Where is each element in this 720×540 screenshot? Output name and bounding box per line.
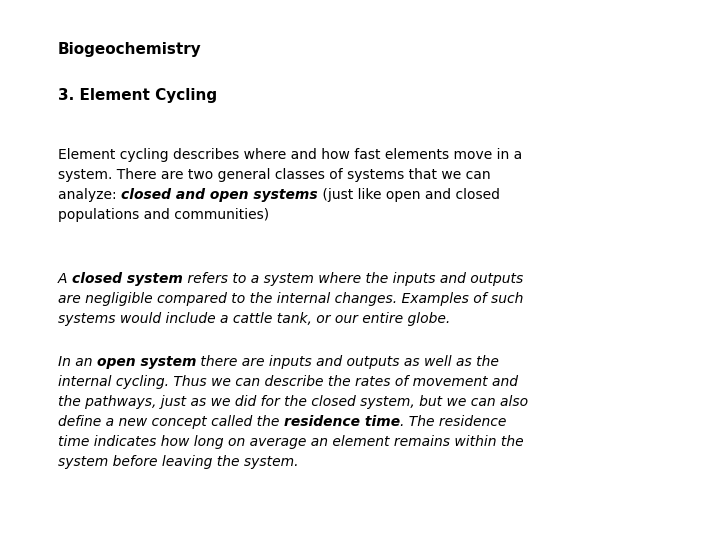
Text: systems would include a cattle tank, or our entire globe.: systems would include a cattle tank, or … bbox=[58, 312, 450, 326]
Text: populations and communities): populations and communities) bbox=[58, 208, 269, 222]
Text: In an: In an bbox=[58, 355, 97, 369]
Text: closed system: closed system bbox=[72, 272, 183, 286]
Text: A: A bbox=[58, 272, 72, 286]
Text: . The residence: . The residence bbox=[400, 415, 506, 429]
Text: 3. Element Cycling: 3. Element Cycling bbox=[58, 88, 217, 103]
Text: are negligible compared to the internal changes. Examples of such: are negligible compared to the internal … bbox=[58, 292, 523, 306]
Text: residence time: residence time bbox=[284, 415, 400, 429]
Text: open system: open system bbox=[97, 355, 197, 369]
Text: Biogeochemistry: Biogeochemistry bbox=[58, 42, 202, 57]
Text: Element cycling describes where and how fast elements move in a: Element cycling describes where and how … bbox=[58, 148, 522, 162]
Text: refers to a system where the inputs and outputs: refers to a system where the inputs and … bbox=[183, 272, 523, 286]
Text: the pathways, just as we did for the closed system, but we can also: the pathways, just as we did for the clo… bbox=[58, 395, 528, 409]
Text: define a new concept called the: define a new concept called the bbox=[58, 415, 284, 429]
Text: closed and open systems: closed and open systems bbox=[121, 188, 318, 202]
Text: system. There are two general classes of systems that we can: system. There are two general classes of… bbox=[58, 168, 490, 182]
Text: internal cycling. Thus we can describe the rates of movement and: internal cycling. Thus we can describe t… bbox=[58, 375, 518, 389]
Text: (just like open and closed: (just like open and closed bbox=[318, 188, 500, 202]
Text: analyze:: analyze: bbox=[58, 188, 121, 202]
Text: system before leaving the system.: system before leaving the system. bbox=[58, 455, 299, 469]
Text: time indicates how long on average an element remains within the: time indicates how long on average an el… bbox=[58, 435, 523, 449]
Text: there are inputs and outputs as well as the: there are inputs and outputs as well as … bbox=[197, 355, 499, 369]
